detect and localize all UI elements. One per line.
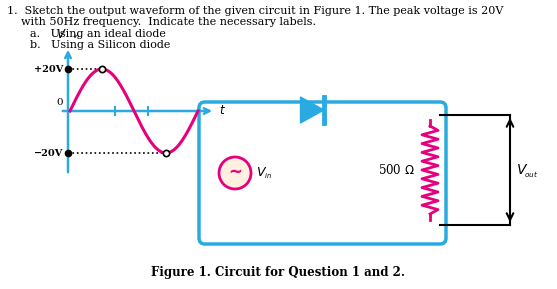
- Text: $t$: $t$: [219, 105, 226, 118]
- Text: b.   Using a Silicon diode: b. Using a Silicon diode: [30, 40, 170, 50]
- Text: with 50Hz frequency.  Indicate the necessary labels.: with 50Hz frequency. Indicate the necess…: [7, 17, 316, 27]
- Text: $V$: $V$: [256, 166, 267, 179]
- Text: 0: 0: [56, 98, 63, 107]
- Text: Figure 1. Circuit for Question 1 and 2.: Figure 1. Circuit for Question 1 and 2.: [151, 266, 405, 279]
- Text: +20V: +20V: [33, 64, 63, 73]
- Text: $V$: $V$: [56, 28, 67, 41]
- Text: a.   Using an ideal diode: a. Using an ideal diode: [30, 29, 166, 39]
- Text: 1.  Sketch the output waveform of the given circuit in Figure 1. The peak voltag: 1. Sketch the output waveform of the giv…: [7, 6, 504, 16]
- Text: 500 $\Omega$: 500 $\Omega$: [378, 163, 415, 177]
- Text: $_{in}$: $_{in}$: [73, 32, 80, 41]
- Text: $V$: $V$: [516, 163, 528, 177]
- Text: $_{out}$: $_{out}$: [524, 170, 538, 180]
- Text: $_{in}$: $_{in}$: [264, 171, 272, 181]
- Text: ~: ~: [228, 163, 242, 181]
- Polygon shape: [300, 97, 324, 123]
- Circle shape: [219, 157, 251, 189]
- Text: −20V: −20V: [33, 149, 63, 158]
